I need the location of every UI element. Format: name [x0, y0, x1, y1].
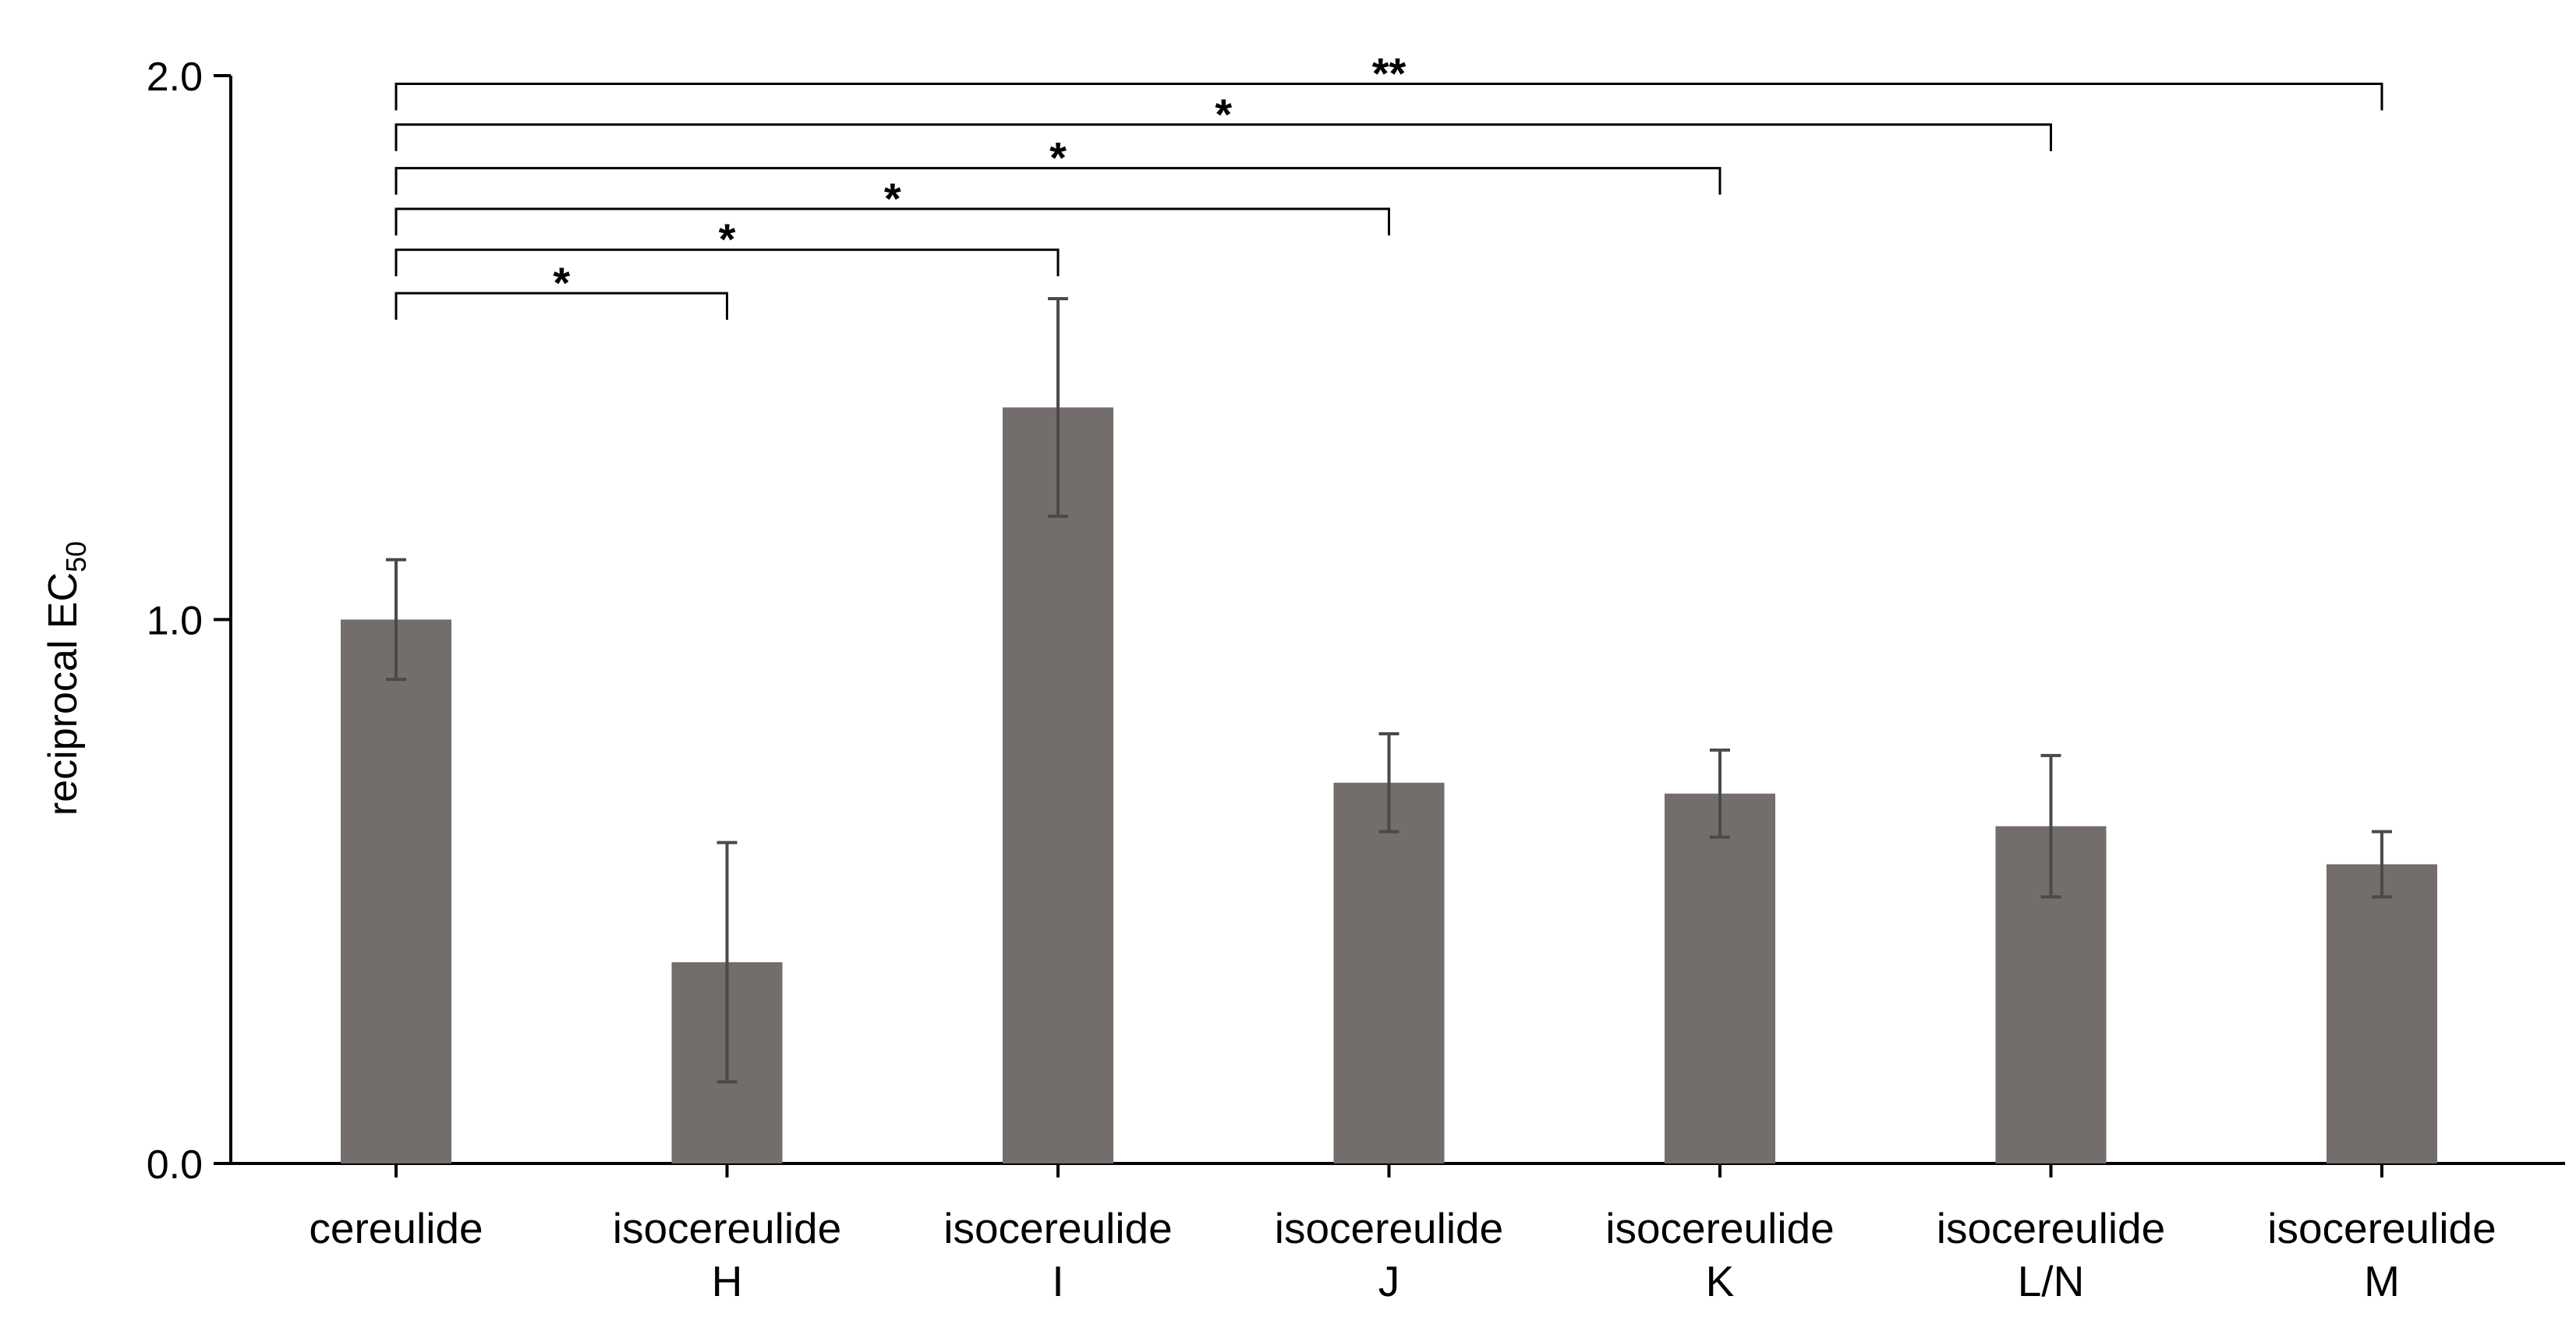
- significance-label: *: [1215, 90, 1232, 139]
- error-bars: [386, 296, 2392, 1084]
- category-label-line: K: [1706, 1257, 1735, 1305]
- significance-brackets: *******: [395, 48, 2383, 320]
- category-label-line: isocereulide: [1937, 1204, 2166, 1252]
- category-label-line: isocereulide: [2267, 1204, 2496, 1252]
- category-label-line: M: [2364, 1257, 2400, 1305]
- category-label: isocereulide K: [1605, 1204, 1835, 1305]
- significance-bracket: [395, 167, 1721, 195]
- category-label-line: cereulide: [309, 1204, 483, 1252]
- category-label-line: I: [1052, 1257, 1063, 1305]
- bar: [1333, 782, 1445, 1163]
- bar: [2327, 864, 2437, 1163]
- category-label-line: isocereulide: [1275, 1204, 1504, 1252]
- y-tick-label: 0.0: [147, 1142, 203, 1188]
- category-label: isocereulide I: [943, 1204, 1173, 1305]
- category-label-line: isocereulide: [1605, 1204, 1835, 1252]
- category-label: isocereulide H: [613, 1204, 842, 1305]
- significance-label: *: [553, 258, 570, 307]
- y-axis-label-subscript: 50: [60, 541, 92, 572]
- category-label-line: H: [712, 1257, 743, 1305]
- y-axis-label: reciprocal EC50: [41, 541, 92, 816]
- category-label-line: L/N: [2018, 1257, 2085, 1305]
- bar: [1665, 793, 1775, 1163]
- category-label: isocereulide L/N: [1937, 1204, 2166, 1305]
- category-label-line: isocereulide: [943, 1204, 1173, 1252]
- significance-label: **: [1372, 48, 1407, 97]
- significance-label: *: [1049, 133, 1067, 182]
- significance-bracket: [395, 207, 1390, 235]
- significance-label: *: [884, 174, 901, 223]
- category-label-line: J: [1378, 1257, 1400, 1305]
- category-label-line: isocereulide: [613, 1204, 842, 1252]
- significance-bracket: [395, 248, 1060, 277]
- significance-bracket: [395, 123, 2052, 151]
- bar: [341, 619, 451, 1163]
- bar: [1003, 407, 1113, 1163]
- y-tick-label: 1.0: [147, 599, 203, 644]
- bars: [341, 407, 2437, 1163]
- significance-label: *: [719, 214, 736, 264]
- y-axis-label-text: reciprocal EC: [41, 572, 86, 816]
- category-label: isocereulide M: [2267, 1204, 2496, 1305]
- y-tick-label: 2.0: [147, 55, 203, 100]
- y-tick-labels: 0.0 1.0 2.0: [147, 55, 203, 1188]
- category-label: cereulide: [309, 1204, 483, 1252]
- category-label: isocereulide J: [1275, 1204, 1504, 1305]
- significance-bracket: [395, 292, 728, 320]
- significance-bracket: [395, 82, 2383, 111]
